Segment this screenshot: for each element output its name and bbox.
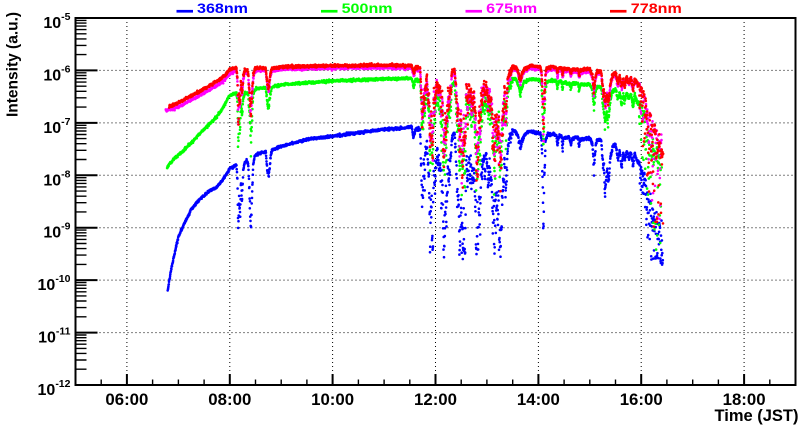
svg-text:16:00: 16:00 [620, 390, 663, 409]
svg-text:675nm: 675nm [486, 1, 537, 16]
svg-text:368nm: 368nm [197, 1, 248, 16]
svg-text:18:00: 18:00 [723, 390, 766, 409]
svg-text:778nm: 778nm [631, 1, 682, 16]
svg-text:500nm: 500nm [342, 1, 393, 16]
svg-text:Intensity (a.u.): Intensity (a.u.) [5, 12, 22, 117]
svg-text:Time (JST): Time (JST) [714, 407, 798, 425]
svg-text:14:00: 14:00 [517, 390, 560, 409]
svg-text:10:00: 10:00 [311, 390, 354, 409]
svg-text:08:00: 08:00 [208, 390, 251, 409]
svg-text:06:00: 06:00 [105, 390, 148, 409]
svg-text:12:00: 12:00 [414, 390, 457, 409]
